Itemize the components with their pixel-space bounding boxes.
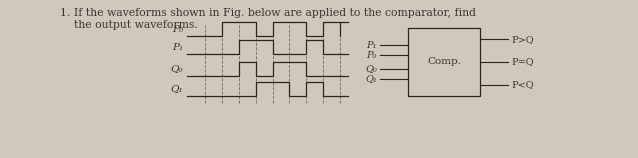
Text: P₁: P₁ bbox=[172, 43, 183, 52]
Text: P₀: P₀ bbox=[367, 51, 377, 60]
Text: P>Q: P>Q bbox=[511, 35, 533, 44]
Text: Comp.: Comp. bbox=[427, 58, 461, 67]
Text: P₀: P₀ bbox=[172, 24, 183, 33]
Text: Q₁: Q₁ bbox=[365, 75, 377, 83]
Text: P=Q: P=Q bbox=[511, 58, 533, 67]
Text: the output waveforms.: the output waveforms. bbox=[60, 20, 198, 30]
Text: Q₀: Q₀ bbox=[365, 64, 377, 73]
Text: P₁: P₁ bbox=[367, 40, 377, 49]
Text: P<Q: P<Q bbox=[511, 80, 533, 89]
Text: 1. If the waveforms shown in Fig. below are applied to the comparator, find: 1. If the waveforms shown in Fig. below … bbox=[60, 8, 476, 18]
Text: Q₀: Q₀ bbox=[170, 64, 183, 73]
Text: Q₁: Q₁ bbox=[170, 85, 183, 94]
Bar bbox=[408, 28, 480, 96]
